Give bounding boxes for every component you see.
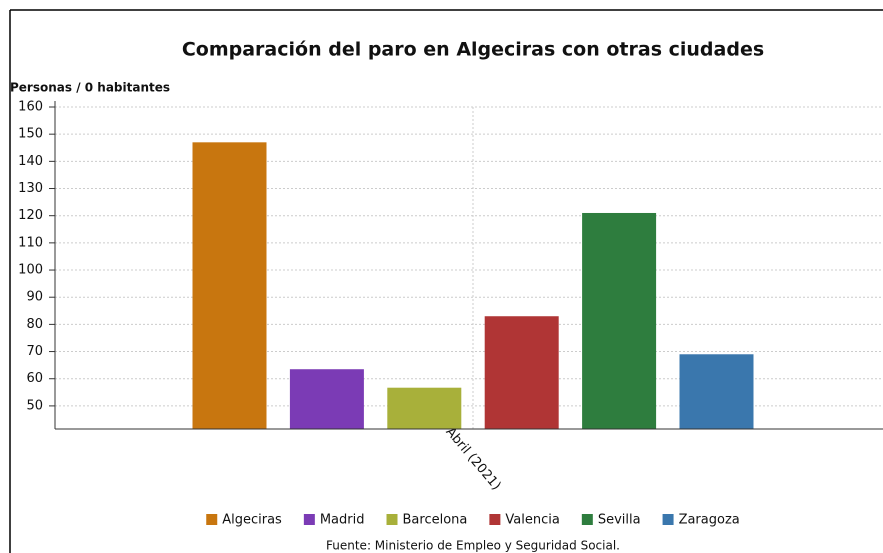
legend-swatch <box>386 514 398 525</box>
y-tick-label: 110 <box>18 235 43 250</box>
y-tick-label: 50 <box>26 398 43 413</box>
y-tick-label: 90 <box>26 290 43 305</box>
bar <box>192 142 267 429</box>
y-tick-label: 160 <box>18 100 43 115</box>
y-tick-label: 120 <box>18 208 43 223</box>
legend-swatch <box>581 514 593 525</box>
x-tick-label: Abril (2021) <box>442 425 503 494</box>
y-axis-label: Personas / 0 habitantes <box>10 81 170 95</box>
legend-label: Valencia <box>505 513 559 528</box>
y-tick-label: 130 <box>18 181 43 196</box>
legend-label: Zaragoza <box>679 513 740 528</box>
legend-label: Madrid <box>320 513 365 528</box>
bar <box>679 354 754 429</box>
y-tick-label: 150 <box>18 127 43 142</box>
y-tick-label: 100 <box>18 263 43 278</box>
legend-swatch <box>662 514 674 525</box>
legend-swatch <box>206 514 218 525</box>
legend-label: Algeciras <box>222 513 282 528</box>
bar <box>387 387 462 429</box>
chart-title: Comparación del paro en Algeciras con ot… <box>182 39 764 61</box>
y-tick-label: 60 <box>26 371 43 386</box>
y-tick-label: 80 <box>26 317 43 332</box>
bar <box>582 212 657 429</box>
source: Fuente: Ministerio de Empleo y Seguridad… <box>326 539 620 553</box>
y-tick-label: 140 <box>18 154 43 169</box>
legend-label: Barcelona <box>403 513 468 528</box>
bar <box>484 316 559 429</box>
bar <box>289 369 364 429</box>
y-tick-label: 70 <box>26 344 43 359</box>
legend-swatch <box>303 514 315 525</box>
legend-label: Sevilla <box>598 513 641 528</box>
legend-swatch <box>489 514 501 525</box>
